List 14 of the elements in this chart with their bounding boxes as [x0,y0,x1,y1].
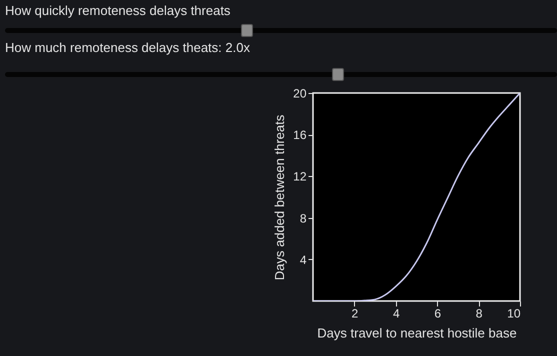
y-tick-label: 8 [300,211,307,226]
x-tick-label: 6 [434,306,442,320]
x-tick-label: 2 [352,306,359,320]
x-tick-label: 10 [507,306,521,320]
y-axis-title: Days added between threats [272,114,288,280]
text: How quickly remoteness delays threats [5,3,230,18]
x-tick-label: 4 [392,306,400,320]
text: How much remoteness delays theats: 2.0x [5,40,250,55]
y-tick-label: 16 [293,128,307,142]
y-tick-label: 12 [293,170,307,184]
y-tick-label: 4 [300,252,307,267]
x-tick-label: 8 [476,306,483,320]
x-axis-title: Days travel to nearest hostile base [317,326,517,340]
y-tick-label: 20 [293,86,307,100]
